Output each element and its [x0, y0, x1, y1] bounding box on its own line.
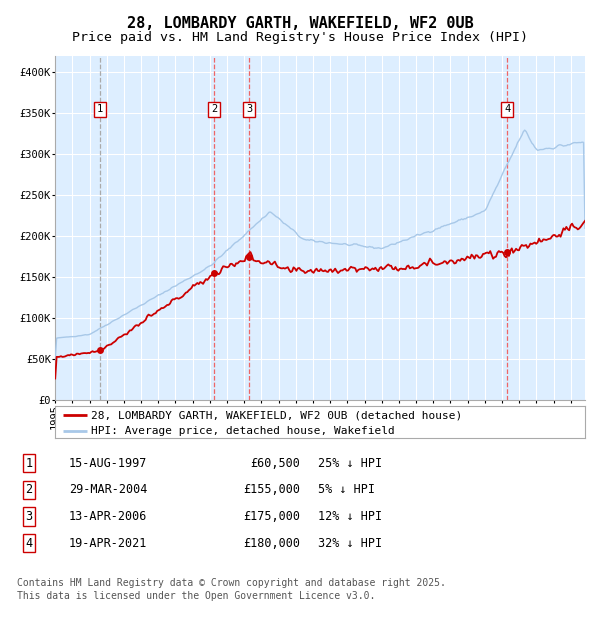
- Text: £180,000: £180,000: [243, 537, 300, 549]
- Text: 28, LOMBARDY GARTH, WAKEFIELD, WF2 0UB: 28, LOMBARDY GARTH, WAKEFIELD, WF2 0UB: [127, 16, 473, 30]
- Text: 32% ↓ HPI: 32% ↓ HPI: [318, 537, 382, 549]
- Text: 2: 2: [211, 104, 217, 114]
- Text: Price paid vs. HM Land Registry's House Price Index (HPI): Price paid vs. HM Land Registry's House …: [72, 31, 528, 44]
- Text: 19-APR-2021: 19-APR-2021: [69, 537, 148, 549]
- Text: 12% ↓ HPI: 12% ↓ HPI: [318, 510, 382, 523]
- Text: 3: 3: [25, 510, 32, 523]
- Text: 25% ↓ HPI: 25% ↓ HPI: [318, 457, 382, 469]
- Text: £60,500: £60,500: [250, 457, 300, 469]
- Text: £175,000: £175,000: [243, 510, 300, 523]
- Text: 13-APR-2006: 13-APR-2006: [69, 510, 148, 523]
- Text: 3: 3: [246, 104, 252, 114]
- Text: 4: 4: [25, 537, 32, 549]
- Text: HPI: Average price, detached house, Wakefield: HPI: Average price, detached house, Wake…: [91, 426, 395, 436]
- Text: 1: 1: [25, 457, 32, 469]
- Text: 29-MAR-2004: 29-MAR-2004: [69, 484, 148, 496]
- Text: 1: 1: [97, 104, 103, 114]
- Text: 4: 4: [504, 104, 510, 114]
- Text: 28, LOMBARDY GARTH, WAKEFIELD, WF2 0UB (detached house): 28, LOMBARDY GARTH, WAKEFIELD, WF2 0UB (…: [91, 410, 463, 420]
- Text: 5% ↓ HPI: 5% ↓ HPI: [318, 484, 375, 496]
- Text: This data is licensed under the Open Government Licence v3.0.: This data is licensed under the Open Gov…: [17, 591, 375, 601]
- Text: Contains HM Land Registry data © Crown copyright and database right 2025.: Contains HM Land Registry data © Crown c…: [17, 578, 446, 588]
- Text: 2: 2: [25, 484, 32, 496]
- Text: £155,000: £155,000: [243, 484, 300, 496]
- Text: 15-AUG-1997: 15-AUG-1997: [69, 457, 148, 469]
